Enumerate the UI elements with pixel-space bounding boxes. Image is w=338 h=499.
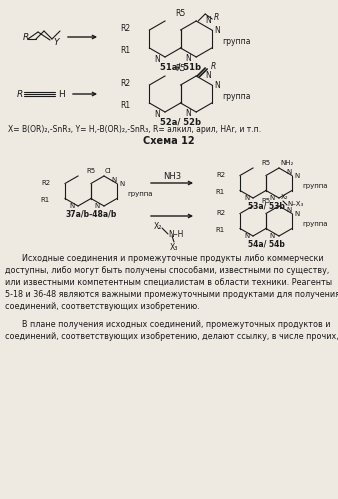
Text: R1: R1: [216, 227, 225, 233]
Text: R: R: [211, 61, 216, 70]
Text: Исходные соединения и промежуточные продукты либо коммерчески: Исходные соединения и промежуточные прод…: [22, 254, 323, 263]
Text: N: N: [154, 109, 160, 118]
Text: N: N: [214, 25, 219, 34]
Text: соединений, соответствующих изобретению.: соединений, соответствующих изобретению.: [5, 302, 200, 311]
Text: N: N: [287, 207, 292, 213]
Text: группа: группа: [127, 191, 152, 197]
Text: R: R: [214, 12, 219, 21]
Text: R2: R2: [216, 210, 225, 216]
Text: H: H: [58, 89, 65, 98]
Text: N–X₃: N–X₃: [287, 201, 303, 207]
Text: 52a/ 52b: 52a/ 52b: [160, 117, 201, 127]
Text: R1: R1: [41, 197, 50, 203]
Text: R1: R1: [121, 45, 131, 54]
Text: R2: R2: [216, 172, 225, 178]
Text: группа: группа: [222, 91, 250, 100]
Text: соединений, соответствующих изобретению, делают ссылку, в числе прочих,: соединений, соответствующих изобретению,…: [5, 332, 338, 341]
Text: N–H: N–H: [168, 230, 184, 239]
Text: Y: Y: [53, 37, 58, 46]
Text: R2: R2: [41, 180, 50, 186]
Text: N: N: [119, 181, 124, 187]
Text: R: R: [17, 89, 23, 98]
Text: R2: R2: [121, 78, 131, 87]
Text: Схема 12: Схема 12: [143, 136, 195, 146]
Text: R5: R5: [261, 160, 270, 166]
Text: N: N: [69, 203, 74, 209]
Text: N: N: [244, 233, 249, 239]
Text: N: N: [270, 195, 275, 201]
Text: X= B(OR)₂,-SnR₃, Y= H,-B(OR)₂,-SnR₃, R= алкил, арил, HAr, и т.п.: X= B(OR)₂,-SnR₃, Y= H,-B(OR)₂,-SnR₃, R= …: [8, 124, 261, 134]
Text: N: N: [270, 233, 275, 239]
Text: или известными компетентным специалистам в области техники. Реагенты: или известными компетентным специалистам…: [5, 278, 332, 287]
Text: 54a/ 54b: 54a/ 54b: [247, 240, 285, 249]
Text: R1: R1: [121, 100, 131, 109]
Text: NH₂: NH₂: [280, 160, 293, 166]
Text: N: N: [112, 177, 117, 183]
Text: 53a/ 53b: 53a/ 53b: [247, 202, 285, 211]
Text: N: N: [244, 195, 249, 201]
Text: В плане получения исходных соединений, промежуточных продуктов и: В плане получения исходных соединений, п…: [22, 320, 331, 329]
Text: X₂: X₂: [281, 194, 289, 200]
Text: 51a/ 51b: 51a/ 51b: [160, 62, 201, 71]
Text: N: N: [294, 211, 299, 217]
Text: Cl: Cl: [105, 168, 112, 174]
Text: N: N: [205, 15, 211, 24]
Text: R5: R5: [175, 9, 186, 18]
Text: N: N: [214, 80, 219, 89]
Text: R1: R1: [216, 189, 225, 195]
Text: доступны, либо могут быть получены способами, известными по существу,: доступны, либо могут быть получены спосо…: [5, 266, 329, 275]
Text: R5: R5: [87, 168, 96, 174]
Text: R: R: [23, 32, 29, 41]
Text: R5: R5: [175, 64, 186, 73]
Text: N: N: [287, 169, 292, 175]
Text: группа: группа: [302, 221, 328, 227]
Text: N: N: [154, 54, 160, 63]
Text: R2: R2: [121, 23, 131, 32]
Text: NH3: NH3: [163, 172, 181, 181]
Text: R5: R5: [261, 198, 270, 204]
Text: 37a/b-48a/b: 37a/b-48a/b: [65, 210, 117, 219]
Text: X₂: X₂: [154, 222, 162, 231]
Text: X₃: X₃: [170, 243, 178, 252]
Text: N: N: [294, 173, 299, 179]
Text: N: N: [205, 70, 211, 79]
Text: группа: группа: [222, 36, 250, 45]
Text: N: N: [186, 53, 191, 62]
Text: 5-18 и 36-48 являются важными промежуточными продуктами для получения: 5-18 и 36-48 являются важными промежуточ…: [5, 290, 338, 299]
Text: N: N: [95, 203, 100, 209]
Text: группа: группа: [302, 183, 328, 189]
Text: N: N: [186, 108, 191, 117]
